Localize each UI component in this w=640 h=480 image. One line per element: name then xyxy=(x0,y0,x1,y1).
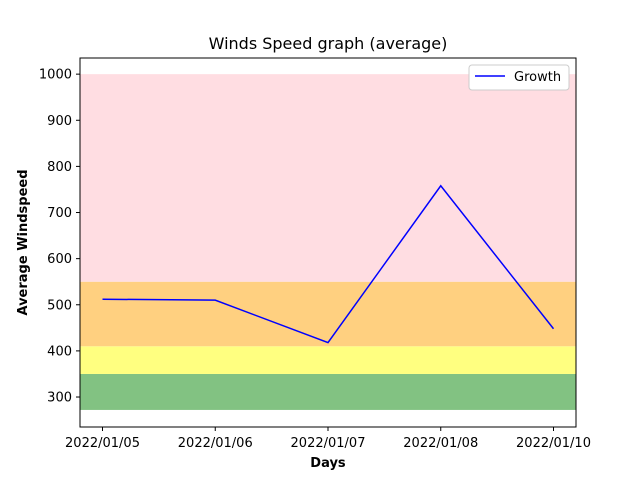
background-bands xyxy=(80,74,576,410)
x-axis-label: Days xyxy=(310,456,346,471)
series-line-growth xyxy=(102,184,555,344)
x-tick-label: 2022/01/06 xyxy=(178,436,253,451)
legend-label-growth: Growth xyxy=(514,70,561,85)
y-tick-label: 1000 xyxy=(39,68,72,83)
chart-title: Winds Speed graph (average) xyxy=(209,34,448,53)
y-tick-label: 900 xyxy=(47,114,72,129)
y-tick-label: 300 xyxy=(47,391,72,406)
y-axis: 300 400 500 600 700 800 900 1000 xyxy=(39,68,80,406)
band-2 xyxy=(80,281,576,347)
y-tick-label: 600 xyxy=(47,252,72,267)
y-tick-label: 700 xyxy=(47,206,72,221)
y-axis-label: Average Windspeed xyxy=(16,169,31,315)
legend-box xyxy=(468,64,570,91)
band-3 xyxy=(80,74,576,282)
x-tick-label: 2022/01/08 xyxy=(403,436,478,451)
band-1 xyxy=(80,346,576,374)
x-tick-label: 2022/01/07 xyxy=(291,436,366,451)
legend: Growth xyxy=(468,64,570,91)
x-tick-label: 2022/01/10 xyxy=(516,436,591,451)
band-0 xyxy=(80,373,576,410)
y-tick-label: 500 xyxy=(47,298,72,313)
x-tick-label: 2022/01/05 xyxy=(65,436,140,451)
x-axis: 2022/01/05 2022/01/06 2022/01/07 2022/01/08… xyxy=(65,427,591,451)
y-tick-label: 400 xyxy=(47,344,72,359)
y-tick-label: 800 xyxy=(47,160,72,175)
